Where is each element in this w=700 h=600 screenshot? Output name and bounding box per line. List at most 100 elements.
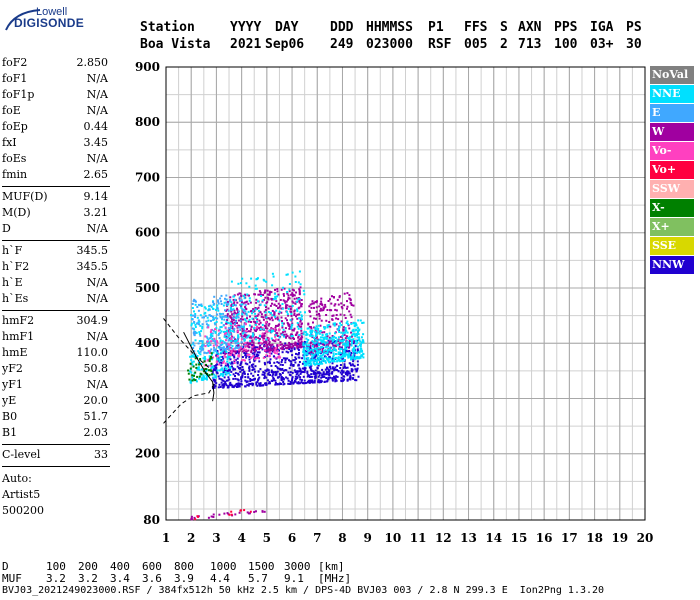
data-point-w — [339, 335, 342, 338]
data-point-nne — [286, 291, 289, 293]
data-point-nnw — [276, 366, 279, 369]
header-col-10: IGA — [590, 20, 614, 35]
data-point-nnw — [336, 375, 339, 378]
data-point-nne — [338, 331, 341, 333]
data-point-nnw — [310, 364, 313, 367]
x-tick-label: 19 — [611, 531, 628, 545]
data-point-nnw — [285, 350, 288, 353]
data-point-nne — [330, 357, 333, 360]
data-point-w — [336, 298, 339, 301]
data-point-w — [308, 309, 311, 312]
data-point-nnw — [294, 371, 297, 373]
data-point-nne — [198, 368, 201, 371]
data-point-e — [208, 314, 211, 317]
data-point-nnw — [238, 382, 241, 385]
data-point-nnw — [232, 373, 235, 376]
data-point-nne — [350, 356, 353, 359]
data-point-w — [313, 317, 316, 320]
data-point-nne — [326, 350, 329, 353]
data-point-nnw — [281, 359, 284, 361]
data-point-nnw — [327, 376, 330, 379]
data-point-vo- — [274, 338, 277, 341]
data-point-nnw — [214, 379, 217, 382]
data-point-e — [225, 348, 227, 351]
data-point-w — [263, 345, 266, 347]
data-point-w — [258, 341, 261, 344]
data-point-w — [267, 317, 270, 320]
data-point-nnw — [241, 375, 244, 378]
data-point-w — [232, 298, 235, 301]
data-point-nnw — [321, 368, 324, 371]
data-point-nne — [227, 322, 230, 324]
header-col-4: HHMMSS — [366, 20, 413, 35]
data-point-nne — [310, 353, 313, 356]
data-point-w — [231, 318, 234, 321]
data-point-nne — [317, 350, 319, 353]
data-point-nne — [344, 345, 347, 348]
data-point-w — [298, 290, 301, 293]
data-point-w — [335, 309, 338, 312]
data-point-w — [296, 317, 299, 320]
data-point-nnw — [290, 349, 293, 352]
data-point-w — [263, 340, 266, 343]
data-point-nne — [353, 346, 356, 349]
data-point-nnw — [269, 362, 271, 365]
data-point-w — [260, 313, 263, 316]
x-tick-label: 1 — [162, 531, 170, 545]
data-point-vo- — [261, 332, 264, 335]
data-point-nnw — [334, 368, 337, 371]
data-point-w — [230, 316, 233, 319]
data-point-e — [241, 345, 244, 348]
data-point-w — [352, 304, 355, 307]
data-point-w — [262, 318, 265, 321]
data-point-w — [300, 305, 303, 308]
data-point-nne — [220, 372, 223, 375]
data-point-w — [297, 336, 300, 339]
data-point-nne — [324, 349, 327, 352]
data-point-nne — [221, 369, 224, 372]
data-point-nnw — [280, 361, 283, 363]
data-point-nne — [282, 328, 285, 331]
param-label: B1 — [2, 426, 18, 439]
data-point-nnw — [295, 352, 297, 355]
data-point-vo- — [230, 351, 233, 354]
data-point-e — [233, 336, 235, 339]
data-point-nne — [315, 341, 318, 344]
data-point-e — [239, 319, 242, 322]
data-point-nne — [294, 281, 297, 283]
data-point-nne — [345, 344, 348, 347]
data-point-nnw — [266, 379, 269, 382]
data-point-w — [291, 300, 294, 303]
data-point-w — [310, 306, 313, 309]
data-point-nne — [324, 336, 327, 339]
data-point-w — [319, 309, 322, 312]
param-value: 345.5 — [76, 244, 109, 257]
data-point-w — [271, 339, 274, 342]
data-point-nnw — [320, 381, 322, 383]
data-point-w — [233, 321, 236, 324]
data-point-w — [284, 301, 287, 304]
data-point-nnw — [269, 358, 272, 361]
data-point-nne — [217, 346, 220, 349]
data-point-nnw — [290, 362, 293, 365]
data-point-vo- — [209, 364, 212, 367]
data-point-nnw — [346, 378, 349, 381]
header-value-0: Boa Vista — [140, 37, 211, 52]
param-hmF1: hmF1 N/A — [2, 330, 108, 346]
data-point-nne — [321, 333, 324, 336]
data-point-w — [348, 345, 351, 348]
data-point-w — [244, 334, 247, 337]
data-point-nne — [357, 333, 360, 336]
data-point-nnw — [314, 371, 317, 374]
data-point-w — [296, 331, 299, 334]
data-point-x- — [193, 378, 195, 381]
data-point-nnw — [222, 357, 225, 360]
data-point-nnw — [265, 347, 268, 350]
data-point-nne — [252, 309, 255, 312]
data-point-w — [288, 290, 291, 293]
data-point-nne — [308, 364, 311, 367]
data-point-nnw — [277, 367, 279, 370]
data-point-nne — [259, 303, 262, 306]
x-tick-label: 13 — [460, 531, 477, 545]
data-point-e — [236, 315, 239, 318]
